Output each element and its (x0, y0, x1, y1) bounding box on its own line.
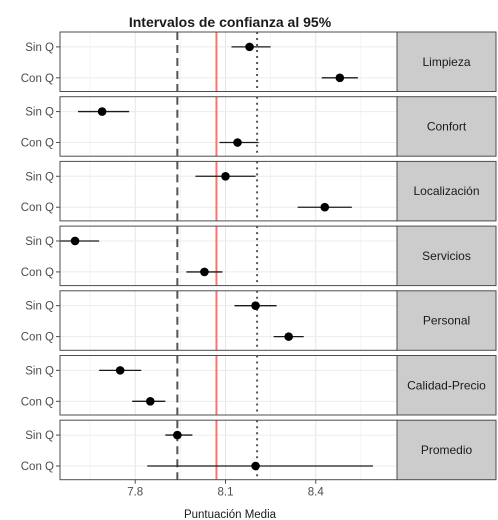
facet-strip (396, 96, 497, 157)
y-tick-label: Con Q (21, 73, 54, 85)
x-tick-label: 8.1 (217, 487, 233, 499)
point-estimate (115, 366, 125, 375)
facet-strip (396, 290, 497, 351)
facet-panel: Sin Q Con Q Localización (21, 160, 497, 222)
y-tick-label: Sin Q (25, 42, 54, 54)
point-estimate (70, 236, 80, 246)
facet-panel: Sin Q Con Q Confort (21, 96, 497, 157)
x-tick-label: 7.8 (127, 487, 143, 499)
panel-background (60, 226, 397, 286)
y-tick-label: Sin Q (25, 430, 54, 442)
facet-strip (396, 225, 497, 287)
x-axis-label: Puntuación Media (184, 509, 277, 520)
facet-strip-label: Servicios (422, 249, 471, 263)
x-tick-label: 8.4 (308, 487, 325, 499)
y-tick-label: Con Q (21, 267, 54, 279)
point-estimate (245, 42, 254, 52)
point-estimate (145, 397, 155, 406)
y-tick-label: Con Q (21, 396, 54, 408)
panel-background (60, 290, 397, 351)
facet-panel: Sin Q Con Q Servicios (21, 225, 497, 287)
chart-title: Intervalos de confianza al 95% (129, 14, 332, 30)
point-estimate (221, 171, 230, 181)
facet-strip (396, 419, 497, 481)
facet-strip (396, 160, 497, 222)
y-tick-label: Sin Q (25, 301, 54, 313)
facet-panel: Sin Q Con Q Promedio (21, 419, 497, 481)
y-tick-label: Con Q (21, 332, 54, 344)
facet-panel: Sin Q Con Q Personal (21, 290, 497, 351)
x-axis: 7.8 8.1 8.4 (127, 479, 325, 499)
panel-background (60, 161, 397, 221)
y-tick-label: Sin Q (25, 365, 54, 377)
point-estimate (251, 301, 260, 310)
facet-strip (396, 355, 497, 416)
facet-strip-label: Limpieza (422, 55, 470, 69)
panel-background (60, 96, 397, 157)
y-tick-label: Con Q (21, 461, 54, 473)
facet-strip-label: Calidad-Precio (407, 378, 486, 392)
facet-strip-label: Promedio (421, 443, 473, 457)
facet-panel: Sin Q Con Q Calidad-Precio (21, 355, 497, 416)
point-estimate (233, 138, 242, 147)
facet-panel: Sin Q Con Q Limpieza (21, 31, 497, 92)
point-estimate (97, 107, 107, 116)
point-estimate (200, 267, 209, 277)
panel-background (60, 420, 397, 480)
y-tick-label: Sin Q (25, 236, 54, 248)
facet-strip-label: Personal (423, 314, 470, 328)
panel-background (60, 355, 397, 415)
facet-strip-label: Localización (413, 184, 479, 198)
point-estimate (173, 430, 182, 440)
y-tick-label: Con Q (21, 138, 54, 150)
point-estimate (284, 332, 293, 341)
y-tick-label: Con Q (21, 202, 54, 214)
y-tick-label: Sin Q (25, 107, 54, 119)
y-tick-label: Sin Q (25, 171, 54, 183)
point-estimate (320, 202, 330, 212)
point-estimate (251, 461, 260, 471)
facet-strip (396, 31, 497, 92)
panel-background (60, 32, 397, 92)
facet-strip-label: Confort (427, 119, 467, 133)
point-estimate (335, 73, 345, 83)
